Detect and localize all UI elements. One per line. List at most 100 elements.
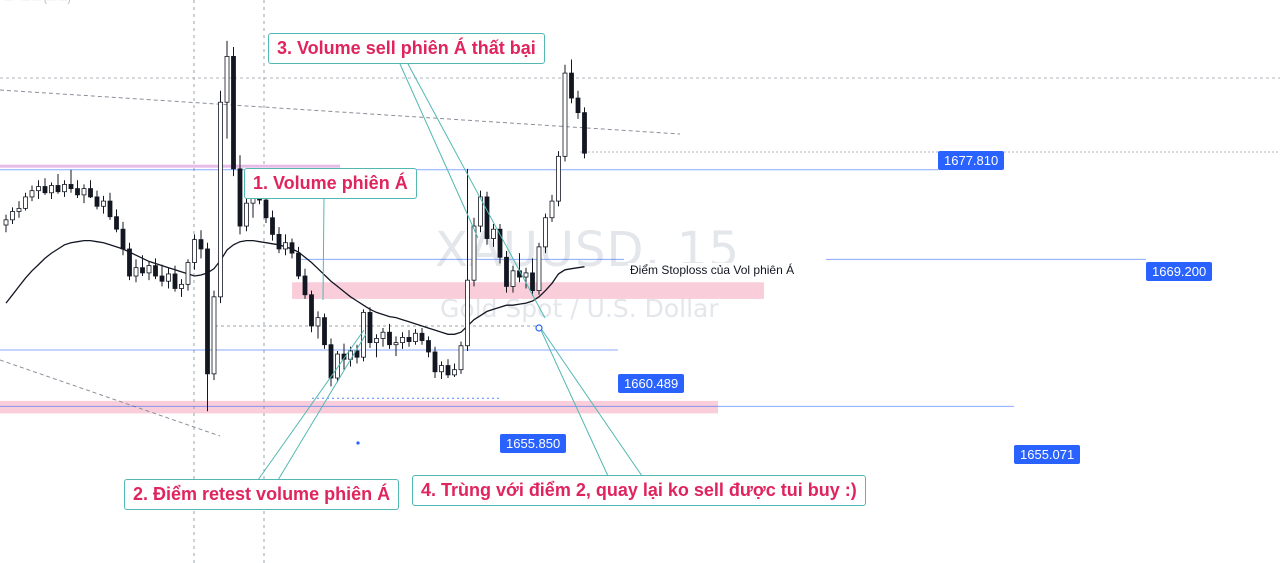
connector-note4-b [541,329,643,477]
candle-body [166,273,171,282]
candle [549,194,555,222]
candle-body [556,155,561,202]
candle-body [94,196,100,207]
candle [166,267,171,289]
candle-body [101,200,106,207]
candle-body [491,228,496,239]
candle [393,336,399,357]
candle-body [224,56,230,103]
candle [62,180,67,197]
candle-body [354,350,360,358]
candle-body [562,72,568,157]
candle [120,221,126,256]
candle-body [406,337,412,342]
candle-body [159,275,165,282]
candle [387,323,392,349]
candle [283,234,288,256]
candle-body [3,219,9,226]
candle-body [341,353,347,360]
candle [276,227,282,254]
candle [523,267,529,289]
candle [153,258,158,280]
connector-note4-a [539,327,609,477]
price-tag-1660[interactable]: 1660.489 [618,374,685,393]
candle [107,192,113,220]
candle-body [302,275,308,296]
candle-body [387,331,392,346]
candle-body [523,272,529,278]
price-tag-1677[interactable]: 1677.810 [938,151,1005,170]
candles-layer [3,40,587,412]
candle-body [205,248,210,375]
candle-body [452,369,457,376]
candle [296,246,301,280]
candle-body [465,279,470,347]
candle [81,184,87,204]
callout-retest-point[interactable]: 2. Điểm retest volume phiên Á [124,479,400,510]
candle-body [23,196,28,209]
candle-body [328,344,334,379]
candle-body [289,242,295,254]
zone-support [0,400,718,414]
candle [302,268,308,299]
candle-body [270,217,275,235]
callout-buy-confluence[interactable]: 4. Trùng với điểm 2, quay lại ko sell đư… [412,475,866,506]
candle [192,234,197,270]
moving-average-line [5,239,585,335]
price-tag-1669[interactable]: 1669.200 [1146,262,1213,281]
trendline-lower [0,359,221,437]
candle [179,279,184,297]
candle [146,261,152,281]
candle-body [315,317,321,327]
candle [49,182,54,200]
symbol-meta: — · — — (— —) [4,0,71,4]
candle [484,191,490,245]
candle [263,195,269,223]
candle-body [62,184,67,193]
price-tag-1655-850[interactable]: 1655.850 [500,434,567,453]
candle-body [75,188,80,196]
callout-sell-volume-failed[interactable]: 3. Volume sell phiên Á thất bại [268,33,545,64]
candle [419,328,425,345]
candle-body [179,283,184,289]
candle-body [426,340,431,353]
price-tag-1655-071[interactable]: 1655.071 [1014,445,1081,464]
candle-body [413,332,418,342]
candle [140,255,145,277]
candle [497,223,503,264]
candle [510,265,516,293]
candle [413,329,418,345]
candle [341,343,347,370]
candle [374,334,379,358]
candle-body [49,185,54,194]
candle-body [42,186,48,194]
candle-body [153,265,158,277]
candle-body [582,112,587,154]
candle [16,201,22,218]
candle-body [276,233,282,250]
candle [458,341,464,374]
candle-body [185,262,191,285]
candle [432,346,438,379]
candle-body [419,332,425,341]
candle-body [107,200,113,218]
candle [491,223,496,247]
candle-body [471,225,477,281]
candle-body [445,365,451,376]
candle [335,350,340,383]
candle [23,192,28,211]
candle-body [458,345,464,371]
candle [406,330,412,347]
callout-volume-asia-session[interactable]: 1. Volume phiên Á [244,168,417,199]
candle [309,290,314,333]
candle [322,313,327,349]
candle [270,210,275,241]
candle [465,168,470,351]
candle [354,344,360,364]
candle [478,190,483,233]
low-point-marker [356,441,360,445]
connector-note2-a [257,329,365,481]
moving-average-layer [5,239,585,335]
